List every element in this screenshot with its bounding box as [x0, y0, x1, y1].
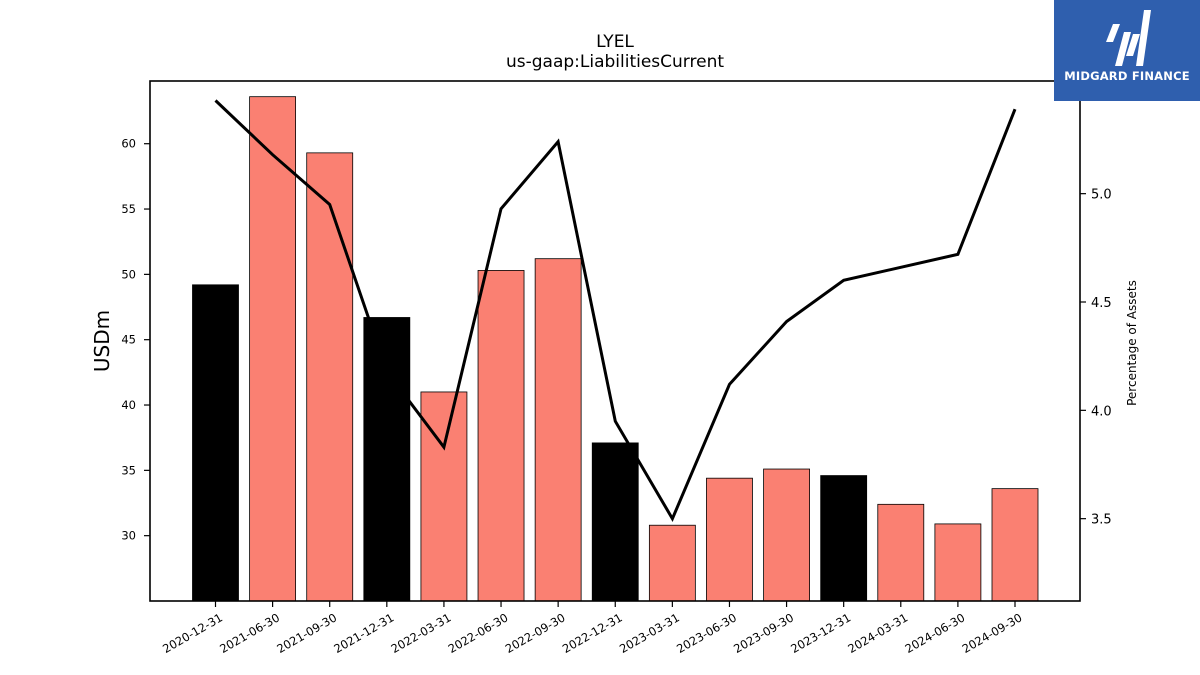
- bar: [192, 284, 239, 602]
- x-tick-label: 2022-12-31: [560, 610, 625, 656]
- y-tick-label: 30: [121, 529, 136, 543]
- axes: [144, 80, 1086, 607]
- x-tick-label: 2023-09-30: [731, 610, 796, 656]
- bar: [477, 270, 525, 602]
- percentage-line-series: [214, 99, 1017, 523]
- chart-title: LYEL: [596, 32, 634, 52]
- x-tick-label: 2022-06-30: [446, 610, 511, 656]
- logo-mark-icon: [1106, 10, 1151, 66]
- x-tick-label: 2021-12-31: [331, 610, 396, 656]
- y-tick-label: 45: [121, 333, 136, 347]
- x-tick-label: 2020-12-31: [160, 610, 225, 656]
- y-tick-label: 60: [121, 137, 136, 151]
- logo-text: MIDGARD FINANCE: [1064, 69, 1190, 83]
- x-tick-label: 2022-09-30: [503, 610, 568, 656]
- bar: [420, 391, 468, 602]
- bar: [306, 152, 354, 602]
- bars: [192, 96, 1039, 602]
- bar: [363, 317, 411, 602]
- y-right-axis-label: Percentage of Assets: [1125, 280, 1139, 406]
- bar: [877, 503, 925, 602]
- percentage-line: [214, 99, 1017, 523]
- bar: [534, 258, 582, 602]
- bar: [991, 488, 1039, 602]
- bar: [706, 477, 753, 602]
- y-right-tick-label: 4.0: [1091, 404, 1112, 419]
- midgard-finance-logo: MIDGARD FINANCE: [1054, 0, 1200, 101]
- y-axis-label: USDm: [90, 310, 114, 372]
- y-tick-label: 40: [121, 398, 136, 412]
- x-tick-label: 2024-06-30: [903, 610, 968, 656]
- bar: [249, 96, 297, 602]
- y-tick-label: 35: [121, 463, 136, 477]
- bar: [591, 442, 639, 602]
- x-tick-label: 2024-09-30: [960, 610, 1025, 656]
- y-right-tick-label: 5.0: [1091, 188, 1112, 203]
- bar: [648, 524, 696, 602]
- x-tick-label: 2021-09-30: [274, 610, 339, 656]
- x-tick-label: 2024-03-31: [845, 610, 910, 656]
- x-tick-label: 2023-12-31: [788, 610, 853, 656]
- x-tick-label: 2023-03-31: [617, 610, 682, 656]
- bar: [763, 468, 810, 602]
- bar: [934, 523, 982, 602]
- y-right-tick-label: 4.5: [1091, 296, 1112, 311]
- y-tick-label: 50: [121, 267, 136, 281]
- x-tick-label: 2022-03-31: [389, 610, 454, 656]
- x-tick-label: 2021-06-30: [217, 610, 282, 656]
- chart-subtitle: us-gaap:LiabilitiesCurrent: [505, 52, 725, 72]
- bar: [820, 475, 868, 602]
- y-right-tick-label: 3.5: [1091, 513, 1112, 528]
- x-tick-label: 2023-06-30: [674, 610, 739, 656]
- y-tick-label: 55: [121, 202, 136, 216]
